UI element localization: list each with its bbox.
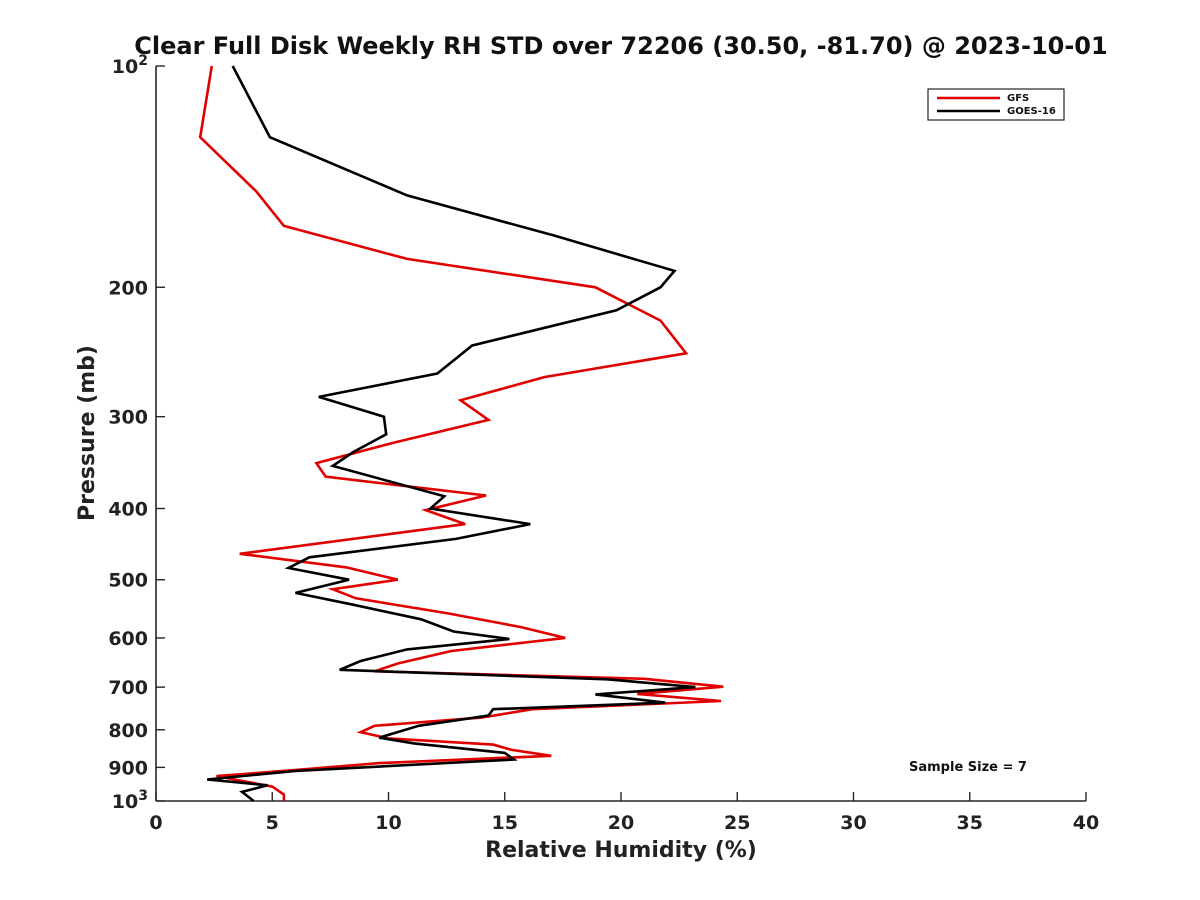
x-tick-label-7: 35 [957,812,983,834]
series-line-gfs [198,65,724,801]
x-tick-label-1: 5 [266,812,279,834]
y-tick-label-6: 700 [108,677,148,699]
y-tick-label-1: 200 [108,277,148,299]
legend-label-gfs: GFS [1007,93,1029,104]
legend-box [927,88,1065,121]
y-tick-exp-9: 3 [138,788,148,804]
x-tick-label-0: 0 [149,812,162,834]
y-tick-base-9: 10 [112,791,138,813]
x-tick-label-3: 15 [492,812,518,834]
series-group [198,65,724,803]
x-tick-label-8: 40 [1073,812,1099,834]
x-axis-label: Relative Humidity (%) [485,838,757,863]
legend-label-goes16: GOES-16 [1007,106,1056,117]
y-tick-label-7: 800 [108,720,148,742]
y-tick-label-2: 300 [108,407,148,429]
sample-size-annotation: Sample Size = 7 [909,760,1027,775]
x-tick-label-5: 25 [724,812,750,834]
x-ticks: 0 5 10 15 20 25 30 35 40 [149,792,1099,834]
legend: GFS GOES-16 [927,88,1065,121]
series-line-goes16 [207,65,696,803]
x-tick-label-4: 20 [608,812,634,834]
y-tick-label-4: 500 [108,570,148,592]
y-tick-label-3: 400 [108,499,148,521]
x-tick-label-6: 30 [840,812,866,834]
y-tick-label-9: 103 [112,788,148,813]
chart-title: Clear Full Disk Weekly RH STD over 72206… [134,32,1107,60]
y-tick-label-0: 102 [112,53,148,78]
x-tick-label-2: 10 [375,812,401,834]
y-tick-label-8: 900 [108,757,148,779]
plot-frame [155,66,1086,802]
y-tick-base-0: 10 [112,56,138,78]
y-axis-label: Pressure (mb) [75,345,100,521]
y-tick-label-5: 600 [108,628,148,650]
y-tick-exp-0: 2 [138,53,148,69]
